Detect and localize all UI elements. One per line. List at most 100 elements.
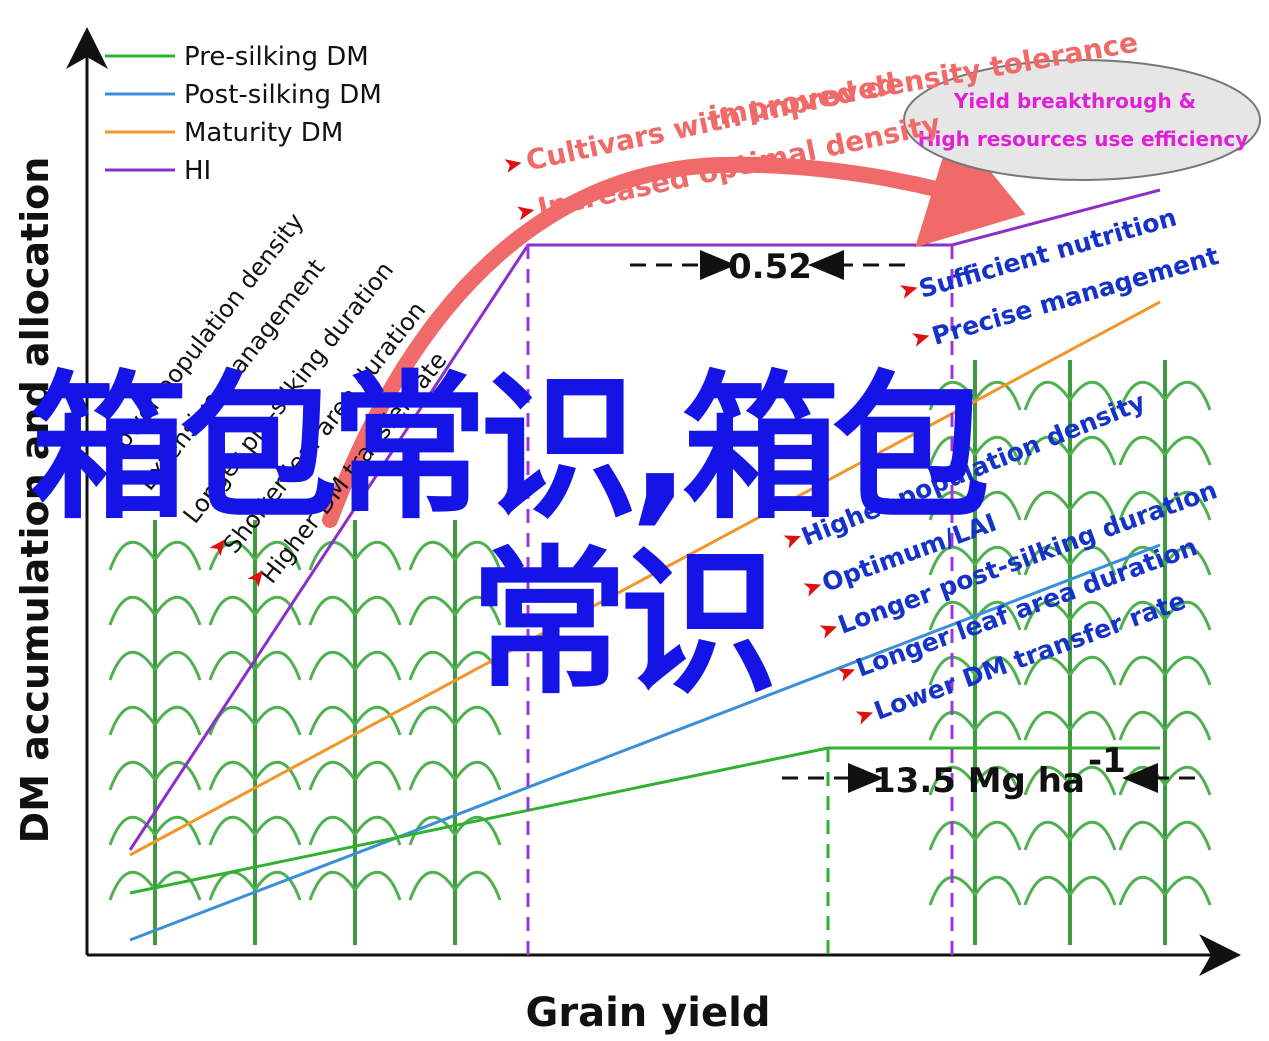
corn-leaf	[308, 595, 357, 626]
corn-leaf	[353, 650, 402, 681]
corn-leaf	[453, 705, 502, 736]
corn-leaf	[1118, 545, 1167, 576]
y-axis-title: DM accumulation and allocation	[13, 157, 57, 844]
x-axis-title: Grain yield	[526, 990, 771, 1036]
corn-leaf	[973, 655, 1022, 686]
corn-leaf	[1118, 380, 1167, 411]
corn-leaf	[1068, 545, 1117, 576]
yield-breakthrough-ellipse	[903, 59, 1261, 181]
corn-leaf	[928, 765, 977, 796]
corn-leaf	[208, 815, 257, 846]
corn-leaf	[1023, 655, 1072, 686]
corn-leaf	[1118, 435, 1167, 466]
corn-leaf	[928, 380, 977, 411]
series-line-post-silking-dm	[129, 543, 1161, 942]
corn-leaf	[308, 650, 357, 681]
corn-leaf	[253, 650, 302, 681]
corn-leaf	[973, 765, 1022, 796]
improvement-arrow	[322, 125, 1026, 528]
hi-value: 0.52	[728, 247, 812, 287]
corn-leaf	[453, 870, 502, 901]
corn-leaf	[108, 705, 157, 736]
corn-leaf	[108, 595, 157, 626]
corn-leaf	[408, 705, 457, 736]
corn-leaf	[253, 540, 302, 571]
corn-leaf	[1023, 765, 1072, 796]
corn-leaf	[253, 595, 302, 626]
corn-leaf	[1023, 490, 1072, 521]
corn-leaf	[1163, 545, 1212, 576]
corn-leaf	[208, 540, 257, 571]
corn-leaf	[1118, 765, 1167, 796]
corn-leaf	[1023, 710, 1072, 741]
corn-leaf	[1163, 655, 1212, 686]
corn-leaf	[353, 870, 402, 901]
series-line-hi	[128, 188, 1161, 851]
corn-leaf	[353, 760, 402, 791]
corn-leaf	[928, 655, 977, 686]
corn-leaf	[153, 815, 202, 846]
corn-leaf	[973, 435, 1022, 466]
yield-unit-exponent: -1	[1088, 741, 1126, 781]
corn-leaf	[928, 710, 977, 741]
corn-leaf	[253, 870, 302, 901]
corn-leaf	[1023, 380, 1072, 411]
corn-leaf	[208, 650, 257, 681]
bullet-icon	[517, 203, 536, 221]
corn-leaf	[928, 490, 977, 521]
corn-leaf	[453, 760, 502, 791]
corn-leaf	[1023, 545, 1072, 576]
corn-leaf	[973, 545, 1022, 576]
corn-leaf	[1068, 655, 1117, 686]
corn-leaf	[1068, 765, 1117, 796]
corn-leaf	[253, 760, 302, 791]
corn-leaf	[453, 815, 502, 846]
corn-leaf	[1163, 600, 1212, 631]
series-line-maturity-dm	[129, 300, 1161, 857]
corn-leaf	[353, 595, 402, 626]
corn-leaf	[408, 760, 457, 791]
corn-leaf	[973, 710, 1022, 741]
legend-label-hi: HI	[184, 156, 211, 186]
corn-leaf	[1068, 380, 1117, 411]
corn-leaf	[108, 870, 157, 901]
right-factors: Sufficient nutrition Precise management …	[783, 202, 1222, 726]
legend-label-maturity: Maturity DM	[184, 118, 343, 148]
corn-leaf	[1118, 655, 1167, 686]
corn-leaf	[253, 705, 302, 736]
corn-leaf	[1068, 820, 1117, 851]
corn-leaf	[973, 875, 1022, 906]
legend-label-post-silking: Post-silking DM	[184, 80, 382, 110]
corn-leaf	[153, 870, 202, 901]
corn-leaf	[1163, 710, 1212, 741]
corn-leaf	[453, 595, 502, 626]
corn-leaf	[928, 820, 977, 851]
corn-leaf	[308, 760, 357, 791]
ellipse-line-1: Yield breakthrough &	[953, 89, 1196, 113]
corn-leaf	[1163, 765, 1212, 796]
bullet-icon	[504, 155, 524, 173]
corn-leaf	[153, 540, 202, 571]
corn-leaf	[408, 595, 457, 626]
corn-leaf	[1023, 875, 1072, 906]
ellipse-line-2: High resources use efficiency	[918, 127, 1249, 151]
corn-leaf	[408, 870, 457, 901]
legend-label-pre-silking: Pre-silking DM	[184, 42, 369, 72]
legend: Pre-silking DM Post-silking DM Maturity …	[105, 42, 382, 186]
corn-leaf	[1118, 710, 1167, 741]
corn-leaf	[928, 545, 977, 576]
corn-leaf	[308, 705, 357, 736]
corn-leaf	[1068, 600, 1117, 631]
corn-leaf	[453, 540, 502, 571]
corn-leaf	[353, 815, 402, 846]
corn-leaf	[308, 870, 357, 901]
corn-leaf	[1118, 490, 1167, 521]
corn-leaf	[1068, 490, 1117, 521]
corn-leaf	[353, 705, 402, 736]
corn-leaf	[208, 595, 257, 626]
corn-leaf	[973, 380, 1022, 411]
corn-leaf	[1163, 380, 1212, 411]
corn-leaf	[1068, 435, 1117, 466]
corn-leaf	[928, 435, 977, 466]
